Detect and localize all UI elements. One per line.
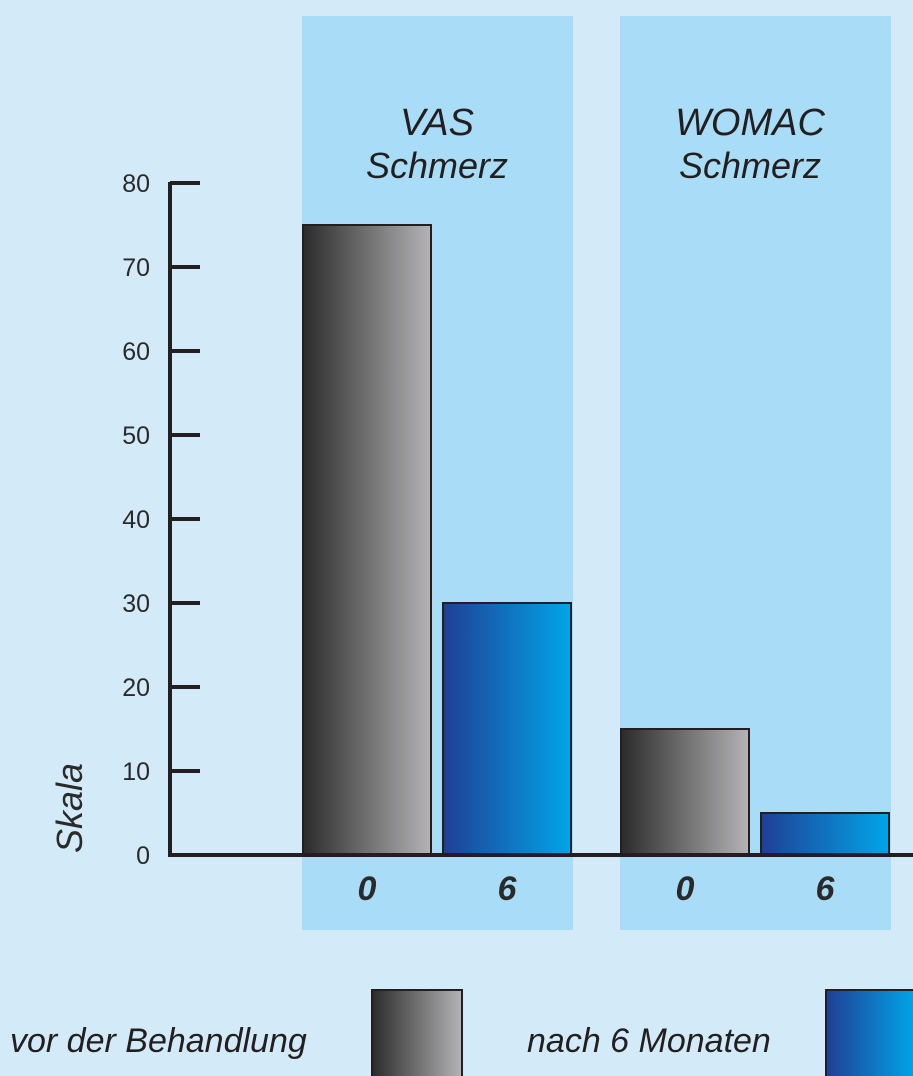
y-tick-label: 50 xyxy=(122,422,150,450)
bar xyxy=(302,224,432,856)
bar xyxy=(442,602,572,856)
x-tick-label: 6 xyxy=(498,870,518,908)
group-title-line2: Schmerz xyxy=(366,145,508,186)
y-axis-label: Skala xyxy=(49,763,90,853)
x-tick-label: 0 xyxy=(676,870,695,908)
x-tick-label: 0 xyxy=(358,870,377,908)
y-tick-label: 0 xyxy=(136,842,150,870)
x-tick-label: 6 xyxy=(816,870,836,908)
y-tick-label: 30 xyxy=(122,590,150,618)
group-title-line1: WOMAC xyxy=(675,102,825,144)
bar xyxy=(620,728,750,856)
group-title-line2: Schmerz xyxy=(679,145,821,186)
y-tick-label: 40 xyxy=(122,506,150,534)
group-title-line1: VAS xyxy=(400,102,474,144)
y-tick-label: 20 xyxy=(122,674,150,702)
legend-label: vor der Behandlung xyxy=(10,1022,307,1060)
legend-swatch xyxy=(371,989,463,1076)
y-tick-label: 10 xyxy=(122,758,150,786)
legend-label: nach 6 Monaten xyxy=(527,1022,771,1060)
y-tick-label: 80 xyxy=(122,170,150,198)
y-tick-label: 60 xyxy=(122,338,150,366)
bar xyxy=(760,812,890,856)
legend-swatch xyxy=(825,989,913,1076)
y-tick-label: 70 xyxy=(122,254,150,282)
